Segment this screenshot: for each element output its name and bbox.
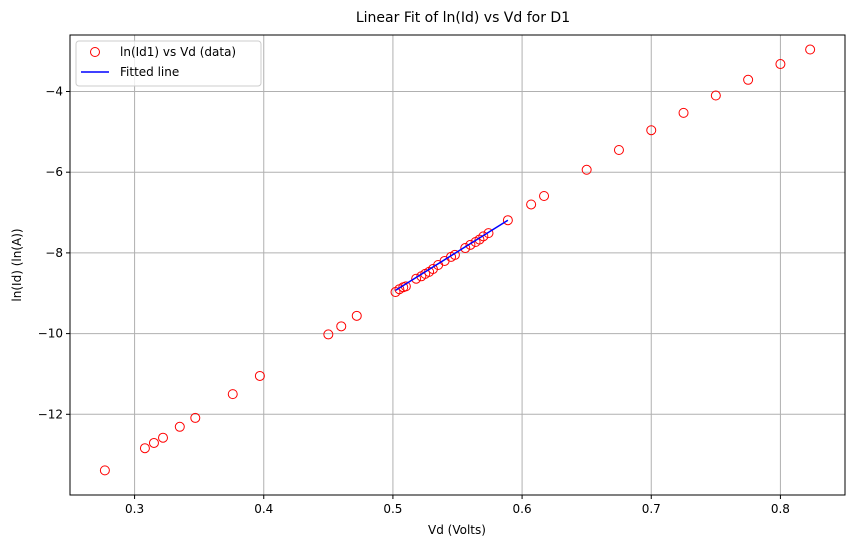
- x-axis-ticks: 0.3 0.4 0.5 0.6 0.7 0.8: [125, 495, 790, 516]
- data-point: [474, 234, 485, 245]
- data-point: [502, 215, 513, 226]
- data-point: [411, 273, 422, 284]
- data-point: [478, 231, 489, 242]
- legend-marker-data: [90, 47, 100, 57]
- data-point: [646, 125, 657, 136]
- y-axis-label: ln(Id) (ln(A)): [10, 228, 24, 301]
- data-point: [174, 421, 185, 432]
- y-tick-label: −8: [45, 246, 63, 260]
- plot-marks: [99, 44, 816, 476]
- fitted-line: [395, 219, 509, 292]
- chart-title: Linear Fit of ln(Id) vs Vd for D1: [356, 10, 570, 26]
- legend: ln(Id1) vs Vd (data) Fitted line: [75, 40, 262, 87]
- x-axis-label: Vd (Volts): [428, 523, 486, 537]
- data-point: [743, 74, 754, 85]
- data-point: [460, 243, 471, 254]
- data-point: [158, 432, 168, 443]
- x-tick-label: 0.7: [642, 502, 661, 516]
- data-point: [336, 321, 347, 332]
- x-tick-label: 0.5: [383, 502, 402, 516]
- data-point: [99, 465, 110, 476]
- y-tick-label: −12: [38, 407, 63, 421]
- data-point: [323, 329, 334, 340]
- data-point: [190, 412, 201, 423]
- data-point: [254, 370, 265, 381]
- data-point: [526, 199, 537, 210]
- data-point: [465, 239, 476, 250]
- data-point: [351, 310, 362, 321]
- x-tick-label: 0.3: [125, 502, 144, 516]
- legend-box: [75, 40, 262, 87]
- y-tick-label: −10: [38, 327, 63, 341]
- legend-label-data: ln(Id1) vs Vd (data): [120, 45, 236, 59]
- data-point: [148, 437, 159, 448]
- x-tick-label: 0.6: [513, 502, 532, 516]
- y-tick-label: −4: [45, 84, 63, 98]
- data-point: [539, 191, 550, 201]
- data-point: [613, 145, 624, 155]
- data-point: [710, 90, 721, 101]
- data-point: [775, 59, 786, 70]
- y-tick-label: −6: [45, 165, 63, 179]
- data-point: [581, 164, 592, 175]
- y-axis-ticks: −12 −10 −8 −6 −4: [38, 84, 70, 421]
- data-point: [483, 228, 494, 239]
- plot-frame: [69, 34, 846, 496]
- legend-label-fit: Fitted line: [120, 65, 179, 79]
- data-point: [805, 44, 816, 55]
- x-tick-label: 0.8: [771, 502, 790, 516]
- data-point: [449, 249, 460, 260]
- data-point: [678, 107, 689, 118]
- data-point: [139, 443, 150, 454]
- x-tick-label: 0.4: [254, 502, 273, 516]
- data-point: [227, 389, 238, 400]
